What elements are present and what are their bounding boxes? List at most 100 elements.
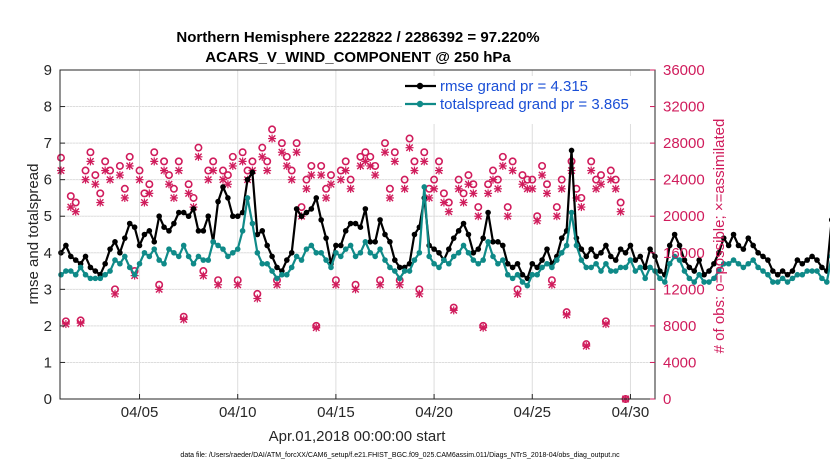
obs-possible-point: [223, 171, 232, 180]
left-axis: 0 1 2 3 4 5 6 7 8 9: [44, 62, 65, 408]
obs-assimilated-point: [238, 157, 247, 166]
totalspread-point: [784, 279, 791, 285]
totalspread-point: [814, 268, 820, 274]
totalspread-point: [711, 275, 717, 282]
rmse-point: [495, 239, 501, 245]
legend-marker-0: [416, 82, 424, 90]
totalspread-point: [406, 268, 413, 274]
obs-possible-point: [101, 157, 110, 166]
totalspread-point: [573, 242, 580, 249]
rmse-point: [534, 264, 540, 271]
rmse-point: [455, 228, 462, 234]
left-tick-label: 1: [44, 354, 52, 371]
totalspread-point: [372, 253, 378, 260]
rmse-point: [750, 242, 756, 249]
totalspread-point: [279, 271, 285, 278]
totalspread-point: [102, 271, 108, 278]
x-axis: 04/05 04/10 04/15 04/20 04/25 04/30: [121, 394, 649, 421]
obs-possible-point: [592, 175, 601, 184]
rmse-point: [288, 249, 295, 256]
rmse-point: [396, 264, 403, 271]
rmse-point: [480, 235, 486, 241]
obs-possible-point: [523, 175, 532, 184]
rmse-point: [755, 249, 761, 256]
obs-assimilated-point: [420, 157, 429, 166]
obs-assimilated-point: [292, 148, 301, 157]
totalspread-point: [774, 279, 781, 285]
rmse-point: [809, 253, 815, 260]
totalspread-point: [441, 257, 447, 263]
obs-assimilated-point: [86, 157, 95, 166]
obs-assimilated-point: [390, 157, 399, 166]
rmse-point: [612, 257, 619, 263]
obs-possible-point: [326, 171, 335, 180]
rmse-point: [92, 268, 99, 274]
rmse-point: [740, 246, 747, 252]
obs-assimilated-point: [503, 212, 512, 221]
rmse-point: [107, 246, 113, 252]
right-tick-label: 12000: [663, 281, 705, 298]
x-axis-label: Apr.01,2018 00:00:00 start: [269, 428, 447, 445]
obs-assimilated-point: [410, 166, 419, 175]
rmse-point: [617, 246, 624, 252]
obs-possible-point: [356, 152, 365, 161]
rmse-point: [357, 224, 364, 230]
obs-assimilated-point: [592, 184, 601, 193]
totalspread-point: [190, 260, 197, 267]
obs-possible-point: [248, 157, 257, 166]
obs-assimilated-point: [194, 152, 203, 161]
totalspread-point: [524, 282, 531, 289]
obs-assimilated-point: [376, 280, 385, 289]
obs-possible-point: [385, 184, 394, 193]
totalspread-point: [387, 264, 393, 271]
totalspread-point: [450, 253, 457, 260]
rmse-point: [578, 246, 585, 252]
obs-possible-point: [209, 157, 218, 166]
totalspread-point: [504, 271, 511, 278]
rmse-point: [671, 231, 678, 238]
totalspread-point: [779, 275, 786, 282]
totalspread-point: [514, 271, 521, 278]
rmse-point: [460, 220, 467, 227]
totalspread-point: [500, 257, 506, 263]
obs-possible-point: [484, 180, 493, 189]
totalspread-point: [642, 275, 648, 282]
obs-possible-point: [434, 157, 443, 166]
obs-assimilated-point: [400, 184, 409, 193]
rmse-point: [544, 246, 550, 252]
obs-assimilated-point: [145, 189, 154, 198]
rmse-point: [215, 198, 221, 205]
rmse-point: [68, 253, 74, 260]
obs-possible-point: [189, 193, 198, 202]
obs-assimilated-point: [106, 175, 115, 184]
rmse-point: [603, 242, 609, 249]
totalspread-point: [563, 242, 570, 249]
rmse-point: [190, 206, 197, 212]
obs-assimilated-point: [223, 180, 232, 189]
obs-possible-point: [464, 171, 473, 180]
obs-assimilated-point: [498, 161, 507, 170]
obs-possible-point: [346, 175, 355, 184]
obs-possible-point: [538, 161, 547, 170]
totalspread-point: [745, 260, 752, 267]
obs-assimilated-point: [312, 323, 321, 332]
obs-possible-point: [439, 189, 448, 198]
obs-assimilated-point: [346, 184, 355, 193]
rmse-point: [234, 213, 241, 220]
rmse-point: [642, 264, 648, 271]
totalspread-point: [269, 268, 275, 274]
totalspread-point: [622, 264, 629, 271]
obs-assimilated-point: [479, 323, 488, 332]
obs-possible-point: [498, 152, 507, 161]
obs-possible-point: [277, 139, 286, 148]
totalspread-point: [171, 249, 177, 256]
obs-assimilated-point: [110, 289, 119, 298]
left-tick-label: 3: [44, 281, 52, 298]
obs-assimilated-point: [557, 184, 566, 193]
obs-possible-point: [307, 161, 316, 170]
rmse-point: [308, 206, 315, 212]
obs-assimilated-point: [459, 198, 468, 207]
obs-assimilated-point: [351, 285, 360, 294]
obs-possible-point: [268, 125, 277, 134]
